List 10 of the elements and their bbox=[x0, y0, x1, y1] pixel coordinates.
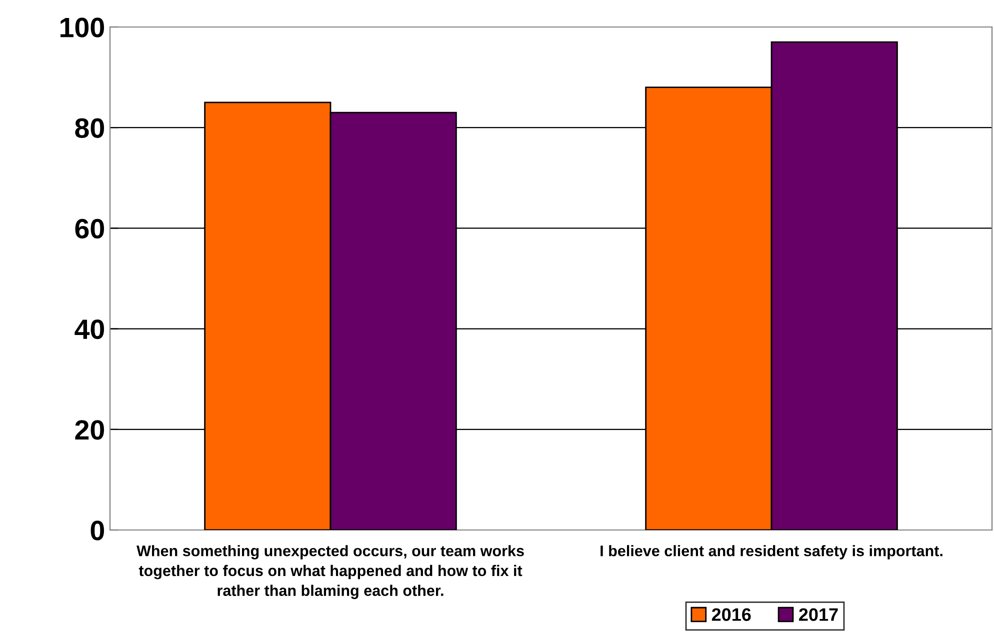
y-tick-label: 40 bbox=[74, 319, 104, 340]
legend-label: 2017 bbox=[799, 608, 838, 621]
legend-label: 2016 bbox=[712, 608, 751, 621]
y-tick-label: 60 bbox=[75, 218, 104, 239]
x-tick-label: I believe client and resident safety is important. bbox=[600, 545, 942, 560]
y-tick-label: 100 bbox=[60, 18, 104, 38]
x-tick-label: When something unexpected occurs, our team works together to focus on what happened and how to fix it rather than blaming each other. bbox=[136, 545, 524, 600]
y-tick-label: 80 bbox=[75, 118, 104, 138]
y-tick-label: 0 bbox=[90, 520, 104, 540]
y-tick-label: 20 bbox=[75, 420, 104, 440]
